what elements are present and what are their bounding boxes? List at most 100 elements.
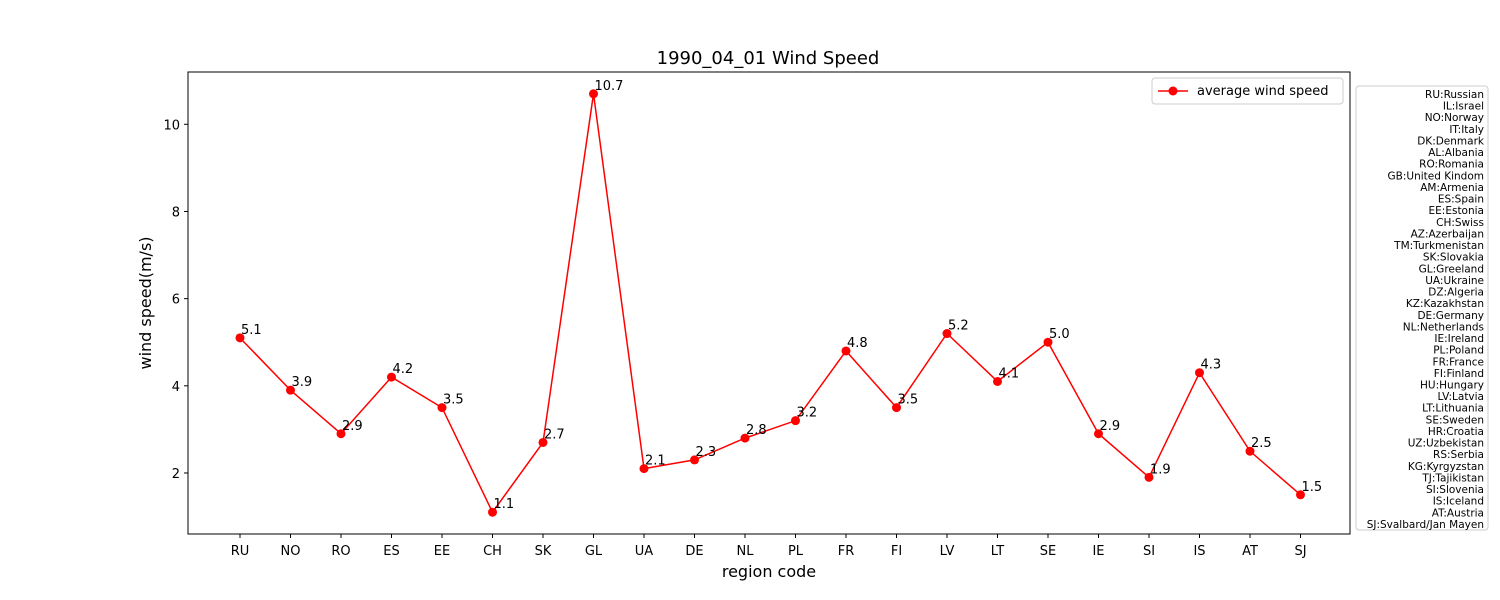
- x-tick-label: UA: [635, 544, 654, 559]
- y-tick-label: 10: [163, 118, 180, 133]
- region-legend-entry: RO:Romania: [1419, 159, 1484, 171]
- data-point-ru: [235, 333, 245, 343]
- data-label-ie: 2.9: [1100, 419, 1121, 434]
- y-axis-label: wind speed(m/s): [136, 236, 155, 369]
- data-point-fi: [892, 403, 901, 413]
- region-legend-entry: RU:Russian: [1425, 89, 1484, 101]
- region-legend-entry: SJ:Svalbard/Jan Mayen: [1367, 519, 1484, 531]
- data-point-se: [1043, 337, 1053, 347]
- data-label-fr: 4.8: [847, 336, 868, 351]
- data-point-ie: [1094, 429, 1103, 439]
- region-legend-entry: EE:Estonia: [1429, 205, 1484, 217]
- region-legend-entry: AM:Armenia: [1420, 182, 1484, 194]
- chart-title: 1990_04_01 Wind Speed: [657, 48, 880, 69]
- region-legend-entry: NL:Netherlands: [1403, 321, 1484, 333]
- data-label-ch: 1.1: [494, 497, 515, 512]
- data-point-sj: [1296, 490, 1305, 500]
- region-legend-entry: AT:Austria: [1432, 507, 1484, 519]
- x-tick-label: EE: [434, 544, 450, 559]
- data-label-es: 4.2: [393, 362, 414, 377]
- data-point-nl: [740, 433, 750, 443]
- data-label-lt: 4.1: [999, 366, 1020, 381]
- region-legend-entry: AZ:Azerbaijan: [1411, 228, 1484, 240]
- region-legend-entry: KZ:Kazakhstan: [1406, 298, 1484, 310]
- region-legend-entry: CH:Swiss: [1436, 217, 1484, 229]
- data-label-fi: 3.5: [898, 393, 919, 408]
- x-tick-label: SK: [535, 544, 552, 559]
- region-legend-entry: HR:Croatia: [1428, 426, 1484, 438]
- x-axis: RU NO RO ES EE CH SK GL UA DE NL PL FR FI LV LT SE IE SI IS…: [231, 534, 1307, 559]
- data-label-no: 3.9: [292, 375, 313, 390]
- x-tick-label: NL: [737, 544, 755, 559]
- data-label-si: 1.9: [1150, 462, 1171, 477]
- data-point-de: [690, 455, 699, 465]
- region-legend-entry: SI:Slovenia: [1426, 484, 1484, 496]
- region-legend-entry: DK:Denmark: [1417, 135, 1485, 147]
- x-tick-label: GL: [585, 544, 603, 559]
- data-label-ua: 2.1: [645, 454, 666, 469]
- data-point-ch: [488, 507, 497, 517]
- region-legend-entry: GL:Greeland: [1419, 263, 1484, 275]
- region-legend-entry: LV:Latvia: [1437, 391, 1484, 403]
- region-legend-box: [1355, 85, 1489, 531]
- data-point-at: [1245, 446, 1255, 456]
- region-legend-entry: NO:Norway: [1425, 112, 1484, 124]
- region-legend-entry: UZ:Uzbekistan: [1408, 438, 1484, 450]
- x-tick-label: AT: [1242, 544, 1258, 559]
- y-tick-label: 8: [172, 205, 180, 220]
- data-label-se: 5.0: [1049, 327, 1070, 342]
- region-code-legend: RU:RussianIL:IsraelNO:NorwayIT:ItalyDK:D…: [1355, 85, 1489, 531]
- data-label-at: 2.5: [1251, 436, 1272, 451]
- region-legend-entry: GB:United Kindom: [1388, 170, 1485, 182]
- x-tick-label: PL: [788, 544, 804, 559]
- x-tick-label: FI: [891, 544, 902, 559]
- region-legend-entry: HU:Hungary: [1420, 380, 1484, 392]
- region-legend-entry: IT:Italy: [1449, 124, 1484, 136]
- region-legend-entry: IL:Israel: [1443, 101, 1484, 113]
- legend-marker-swatch: [1168, 86, 1178, 96]
- legend-box: [1151, 77, 1344, 105]
- region-legend-entry: TM:Turkmenistan: [1393, 240, 1484, 252]
- data-point-lv: [942, 329, 952, 339]
- x-tick-label: CH: [483, 544, 502, 559]
- region-legend-entry: IE:Ireland: [1434, 333, 1484, 345]
- legend: average wind speed: [1151, 77, 1344, 105]
- legend-label: average wind speed: [1197, 84, 1329, 99]
- data-point-is: [1195, 368, 1204, 378]
- data-point-no: [286, 385, 295, 395]
- data-label-lv: 5.2: [948, 319, 969, 334]
- x-tick-label: SJ: [1294, 544, 1306, 559]
- y-axis: 2 4 6 8 10: [163, 118, 188, 482]
- region-legend-entry: TJ:Tajikistan: [1421, 472, 1484, 484]
- region-legend-entry: ES:Spain: [1438, 194, 1484, 206]
- x-tick-label: IE: [1092, 544, 1104, 559]
- region-legend-entry: AL:Albania: [1428, 147, 1484, 159]
- data-point-sk: [538, 437, 548, 447]
- data-point-si: [1144, 472, 1154, 482]
- x-tick-label: FR: [838, 544, 855, 559]
- region-legend-entry: LT:Lithuania: [1422, 403, 1484, 415]
- region-legend-entry: FR:France: [1433, 356, 1484, 368]
- data-point-ee: [437, 403, 447, 413]
- x-axis-label: region code: [722, 562, 816, 581]
- data-point-ro: [336, 429, 346, 439]
- x-tick-label: SE: [1040, 544, 1056, 559]
- y-tick-label: 4: [172, 380, 180, 395]
- data-point-fr: [841, 346, 851, 356]
- region-legend-entry: UA:Ukraine: [1425, 275, 1484, 287]
- data-label-sj: 1.5: [1302, 480, 1323, 495]
- data-label-ee: 3.5: [443, 393, 464, 408]
- series-average-wind-speed: 5.1 3.9 2.9 4.2 3.5 1.1 2.7 10.7 2.1 2.3 2.8 3.2 4.8…: [235, 79, 1323, 517]
- data-label-is: 4.3: [1201, 358, 1222, 373]
- x-tick-label: IS: [1193, 544, 1205, 559]
- x-tick-label: ES: [383, 544, 399, 559]
- x-tick-label: LT: [991, 544, 1004, 559]
- data-label-de: 2.3: [696, 445, 717, 460]
- data-point-gl: [589, 89, 598, 99]
- x-tick-label: NO: [281, 544, 301, 559]
- region-legend-entry: RS:Serbia: [1433, 449, 1484, 461]
- data-label-nl: 2.8: [746, 423, 767, 438]
- x-tick-label: RU: [231, 544, 250, 559]
- plot-area: [187, 71, 1351, 535]
